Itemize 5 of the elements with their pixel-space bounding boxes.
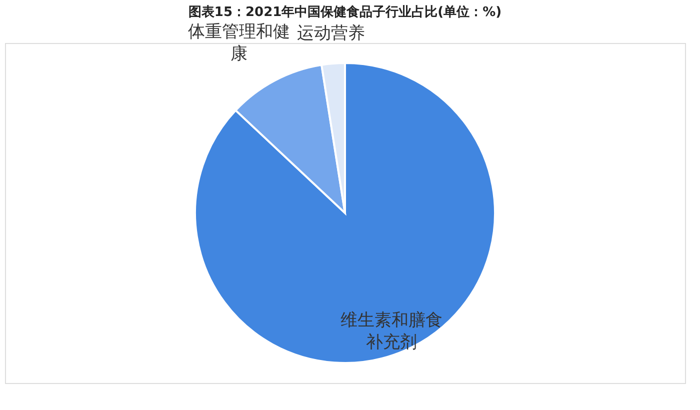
- slice-label: 维生素和膳食补充剂: [340, 310, 442, 352]
- slice-label: 体重管理和健康: [188, 22, 290, 64]
- slice-label: 运动营养: [296, 24, 365, 44]
- pie-slice: [194, 62, 496, 364]
- chart-title: 图表15：2021年中国保健食品子行业占比(单位：%): [188, 4, 502, 20]
